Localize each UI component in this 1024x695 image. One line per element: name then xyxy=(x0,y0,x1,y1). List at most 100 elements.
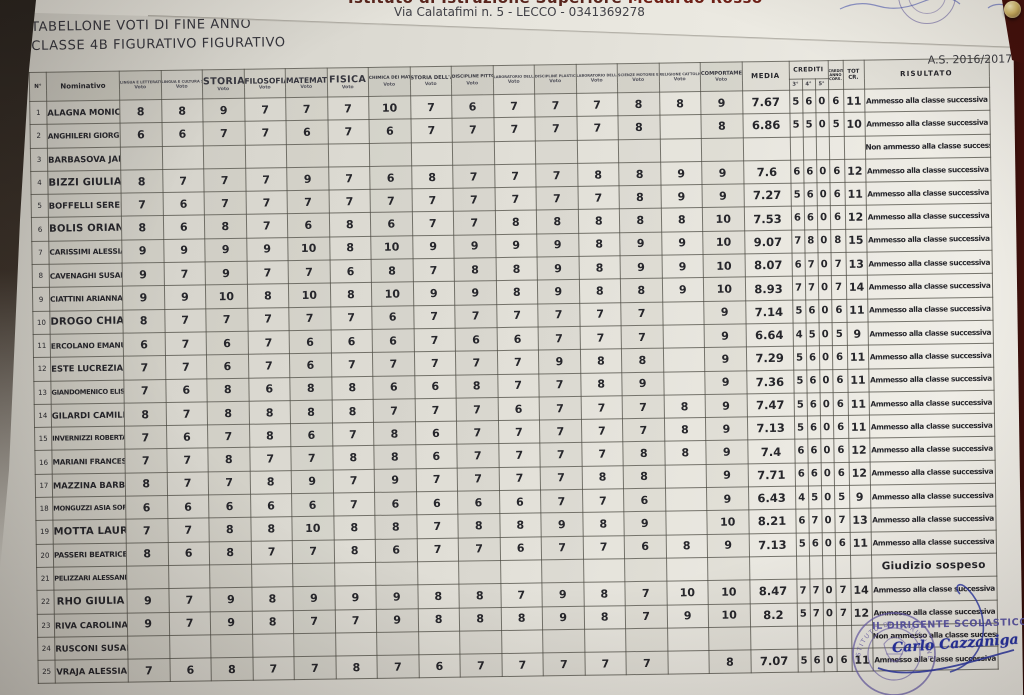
grade-cell: 7 xyxy=(500,583,543,608)
school-address: Via Calatafimi n. 5 - LECCO - 0341369278 xyxy=(394,5,645,19)
grade-cell: 8 xyxy=(119,99,162,124)
grade-cell: 7 xyxy=(332,469,375,494)
grade-cell: 7 xyxy=(625,651,668,676)
credit-cell: 7 xyxy=(808,509,822,533)
grade-cell: 8 xyxy=(536,209,579,234)
row-number: 21 xyxy=(36,567,54,591)
student-name: BOFFELLI SERENA xyxy=(48,193,122,218)
grade-cell xyxy=(667,650,710,675)
grade-cell: 7 xyxy=(494,187,537,212)
grade-cell: 8 xyxy=(289,376,332,401)
result-cell: Ammesso alla classe successiva xyxy=(866,273,993,299)
result-cell: Ammesso alla classe successiva xyxy=(864,110,990,136)
subject-label: FISICA xyxy=(328,73,367,86)
credit-cell: 6 xyxy=(803,183,817,207)
credit-cell: 5 xyxy=(797,649,811,673)
student-name: MOTTA LAURA xyxy=(52,519,127,544)
grade-cell: 9 xyxy=(291,469,334,494)
grade-cell: 8 xyxy=(124,402,167,427)
credit-cell: 0 xyxy=(822,602,837,626)
grade-cell: 9 xyxy=(701,160,744,185)
grade-cell xyxy=(334,562,376,587)
credit-tot-cell: 13 xyxy=(849,508,871,533)
grade-cell: 7 xyxy=(494,163,537,188)
grade-cell: 7 xyxy=(582,488,624,513)
credit-cell: 6 xyxy=(795,509,809,533)
media-cell: 6.86 xyxy=(742,113,790,138)
grade-cell: 7 xyxy=(501,653,544,677)
student-name: ERCOLANO EMANUELA xyxy=(50,333,124,358)
grade-cell xyxy=(375,561,418,586)
grade-cell: 9 xyxy=(202,98,245,123)
column-header-num: N° xyxy=(29,72,47,102)
credit-cell: 0 xyxy=(816,182,830,207)
grade-cell: 7 xyxy=(293,609,336,634)
grade-cell: 7 xyxy=(413,328,456,353)
grade-cell: 8 xyxy=(204,214,247,239)
media-cell: 8.07 xyxy=(744,253,792,278)
credit-anno-cell: 6 xyxy=(831,299,847,323)
grade-cell: 7 xyxy=(125,518,168,543)
media-cell: 7.27 xyxy=(743,183,791,208)
grade-cell: 7 xyxy=(203,168,246,193)
grade-cell: 7 xyxy=(245,190,288,215)
media-cell xyxy=(742,136,791,161)
subject-label: COMPORTAMENTO xyxy=(700,69,743,77)
grade-cell: 7 xyxy=(121,192,163,217)
grade-cell: 10 xyxy=(370,235,413,260)
school-name: Istituto di Istruzione Superiore Medardo… xyxy=(348,0,763,7)
student-name: ALAGNA MONICA xyxy=(46,100,121,125)
credit-tot-cell: 15 xyxy=(845,228,867,253)
grade-cell xyxy=(666,557,708,582)
column-header-credito-anno: CREDITI ANNO CORS. xyxy=(827,60,844,90)
grade-cell: 9 xyxy=(376,608,419,633)
grade-cell: 6 xyxy=(289,330,331,354)
credit-anno-cell: 7 xyxy=(834,508,850,533)
grade-cell: 9 xyxy=(660,184,703,209)
voto-label: Voto xyxy=(134,85,147,91)
grade-cell: 8 xyxy=(125,472,168,497)
grade-cell: 7 xyxy=(207,424,250,449)
credit-anno-cell: 5 xyxy=(828,112,844,137)
credit-anno-cell: 7 xyxy=(835,578,851,603)
credit-tot-cell: 10 xyxy=(843,112,865,137)
grade-cell: 8 xyxy=(371,258,413,283)
result-cell: Ammesso alla classe successiva xyxy=(870,529,997,555)
grade-cell: 9 xyxy=(661,277,704,302)
grade-cell: 10 xyxy=(205,284,248,309)
grade-cell: 6 xyxy=(206,331,248,356)
credit-anno-cell: 6 xyxy=(833,438,849,463)
grade-cell: 9 xyxy=(205,261,247,286)
grade-cell: 8 xyxy=(659,91,701,116)
media-cell: 7.53 xyxy=(743,206,792,231)
subject-label: CHIMICA DEI MATERIALI xyxy=(368,75,411,82)
grade-cell: 7 xyxy=(204,191,246,216)
grade-cell: 8 xyxy=(495,257,538,281)
credit-cell xyxy=(789,136,804,161)
student-name: DROGO CHIARA xyxy=(49,309,124,335)
grade-cell: 7 xyxy=(581,442,624,467)
grade-cell: 7 xyxy=(372,352,415,376)
grade-cell: 8 xyxy=(708,649,751,674)
grade-cell: 9 xyxy=(705,393,747,418)
credit-cell: 0 xyxy=(820,485,835,510)
grade-cell: 8 xyxy=(411,165,454,190)
row-number: 13 xyxy=(33,380,52,405)
credit-tot-cell: 12 xyxy=(848,461,871,486)
grade-cell: 7 xyxy=(124,425,167,450)
credit-anno-cell: 6 xyxy=(834,532,851,556)
student-name: INVERNIZZI ROBERTA xyxy=(51,426,125,451)
row-number: 7 xyxy=(31,240,50,265)
grade-cell: 7 xyxy=(249,447,292,472)
grade-cell: 6 xyxy=(414,421,457,446)
grade-cell xyxy=(576,139,619,164)
grade-cell: 9 xyxy=(619,231,662,256)
grade-cell: 10 xyxy=(288,283,331,308)
grade-cell: 10 xyxy=(708,603,751,628)
grade-cell: 7 xyxy=(415,467,458,492)
credit-cell: 7 xyxy=(791,229,805,254)
grade-cell: 7 xyxy=(166,471,209,496)
result-cell: Ammesso alla classe successiva xyxy=(867,296,993,323)
grade-cell: 7 xyxy=(576,116,619,140)
grade-cell: 7 xyxy=(123,379,166,403)
